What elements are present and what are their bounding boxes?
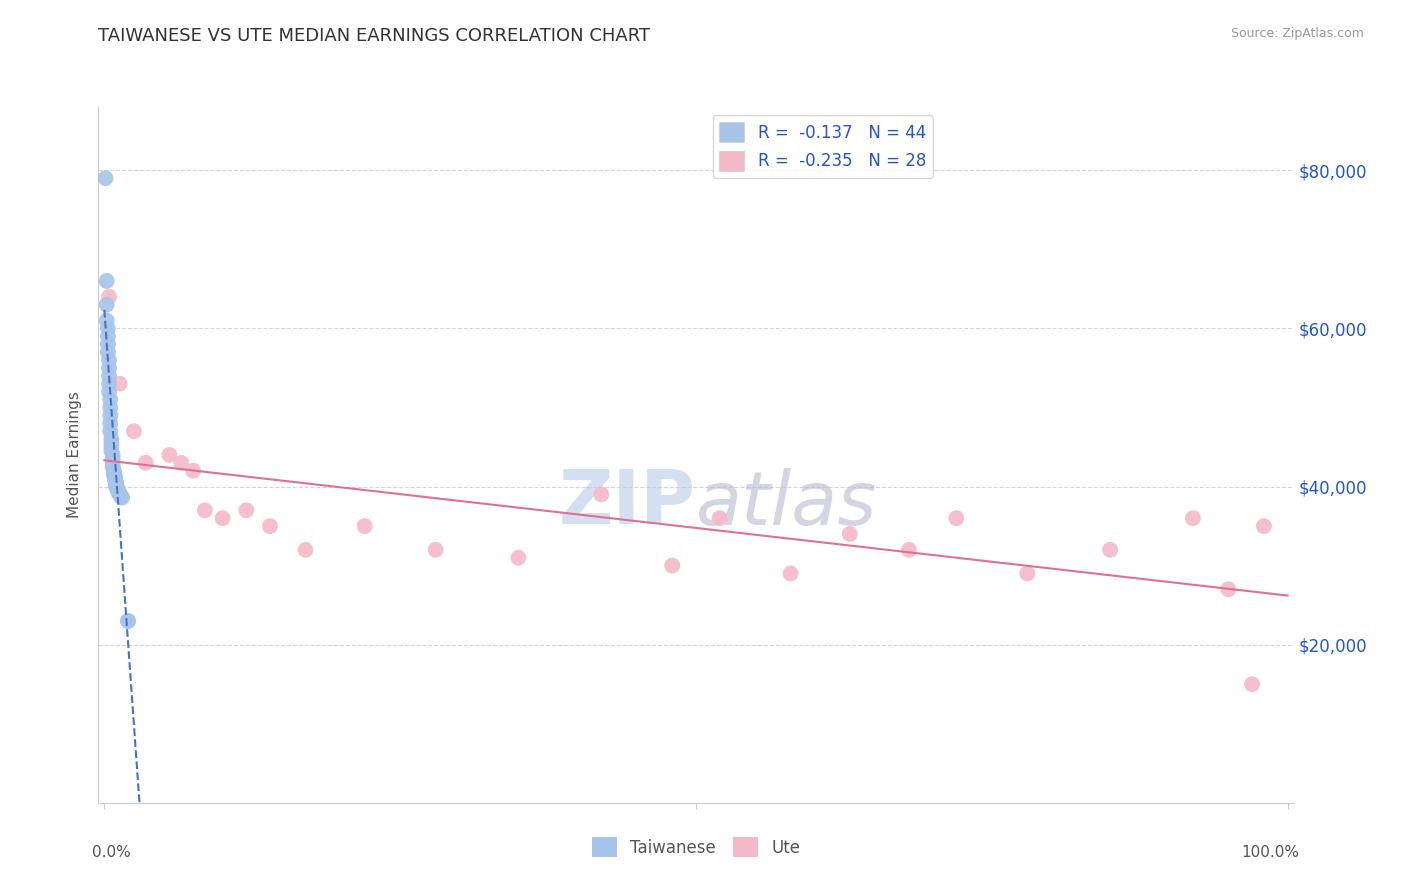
Point [108,376,131,391]
Point [97,337,120,351]
Point [94,171,117,186]
Y-axis label: Median Earnings: Median Earnings [67,392,83,518]
Point [104,470,127,484]
Point [105,478,128,492]
Point [105,483,128,497]
Text: 100.0%: 100.0% [1241,845,1299,860]
Point [117,614,139,628]
Text: 0.0%: 0.0% [93,845,131,860]
Point [105,479,128,493]
Point [98,361,121,376]
Point [508,550,530,565]
Point [211,511,233,525]
Text: Source: ZipAtlas.com: Source: ZipAtlas.com [1230,27,1364,40]
Text: ZIP: ZIP [558,467,696,541]
Point [98,368,121,383]
Legend: R =  -0.137   N = 44, R =  -0.235   N = 28: R = -0.137 N = 44, R = -0.235 N = 28 [713,115,932,178]
Point [103,464,125,478]
Point [135,456,157,470]
Point [110,489,132,503]
Point [97,345,120,359]
Point [103,467,125,482]
Point [96,298,118,312]
Point [1253,519,1275,533]
Point [1241,677,1264,691]
Point [170,456,193,470]
Point [122,424,145,438]
Point [105,481,128,495]
Point [101,451,124,466]
Point [98,417,121,431]
Point [104,473,127,487]
Text: TAIWANESE VS UTE MEDIAN EARNINGS CORRELATION CHART: TAIWANESE VS UTE MEDIAN EARNINGS CORRELA… [98,27,651,45]
Point [98,353,121,368]
Point [591,487,613,501]
Point [101,448,124,462]
Point [107,486,129,500]
Point [157,448,180,462]
Point [779,566,801,581]
Point [1181,511,1204,525]
Point [194,503,217,517]
Point [108,487,131,501]
Point [98,409,121,423]
Point [661,558,683,573]
Point [105,475,128,490]
Point [353,519,375,533]
Point [1218,582,1240,597]
Point [425,542,447,557]
Point [1099,542,1122,557]
Point [98,401,121,415]
Point [838,527,860,541]
Point [103,466,125,480]
Point [100,440,122,454]
Point [96,313,118,327]
Point [100,432,122,446]
Point [100,436,122,450]
Point [100,444,122,458]
Point [181,464,204,478]
Point [98,392,121,407]
Point [709,511,731,525]
Point [104,472,127,486]
Point [235,503,257,517]
Point [1017,566,1039,581]
Point [111,491,134,505]
Point [98,424,121,438]
Point [98,290,121,304]
Point [97,321,120,335]
Point [98,376,121,391]
Point [117,614,139,628]
Point [98,384,121,399]
Point [97,329,120,343]
Point [294,542,316,557]
Point [107,484,129,499]
Point [897,542,920,557]
Text: atlas: atlas [696,467,877,540]
Point [101,456,124,470]
Point [96,274,118,288]
Point [945,511,967,525]
Point [101,459,124,474]
Point [259,519,281,533]
